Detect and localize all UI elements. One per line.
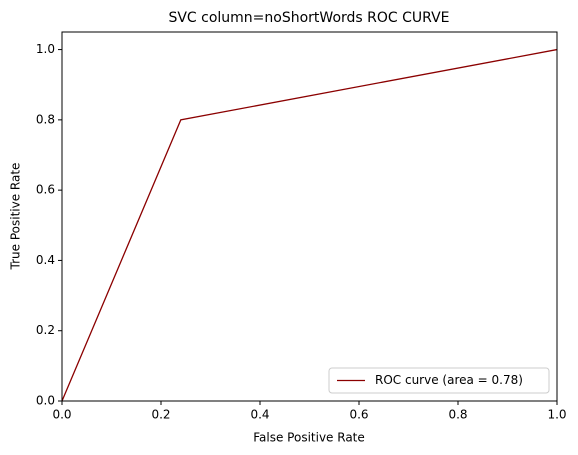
x-axis-label: False Positive Rate [253, 431, 365, 445]
y-tick-label: 0.0 [36, 394, 55, 408]
legend-box [328, 367, 550, 394]
x-tick-label: 0.2 [151, 408, 170, 422]
line [61, 48, 558, 402]
x-tick-label: 0.0 [52, 408, 71, 422]
x-tick-label: 0.8 [448, 408, 467, 422]
legend-label: ROC curve (area = 0.78) [375, 373, 523, 387]
x-tick-label: 0.4 [250, 408, 269, 422]
chart-title: SVC column=noShortWords ROC CURVE [168, 10, 449, 26]
plot-frame [61, 31, 558, 402]
y-tick-label: 0.6 [36, 183, 55, 197]
x-tick-label: 1.0 [547, 408, 566, 422]
x-tick-label: 0.6 [349, 408, 368, 422]
y-tick-label: 0.2 [36, 323, 55, 337]
y-tick-label: 0.8 [36, 112, 55, 126]
y-tick-label: 1.0 [36, 42, 55, 56]
y-tick-label: 0.4 [36, 253, 55, 267]
y-axis-label: True Positive Rate [9, 163, 23, 271]
